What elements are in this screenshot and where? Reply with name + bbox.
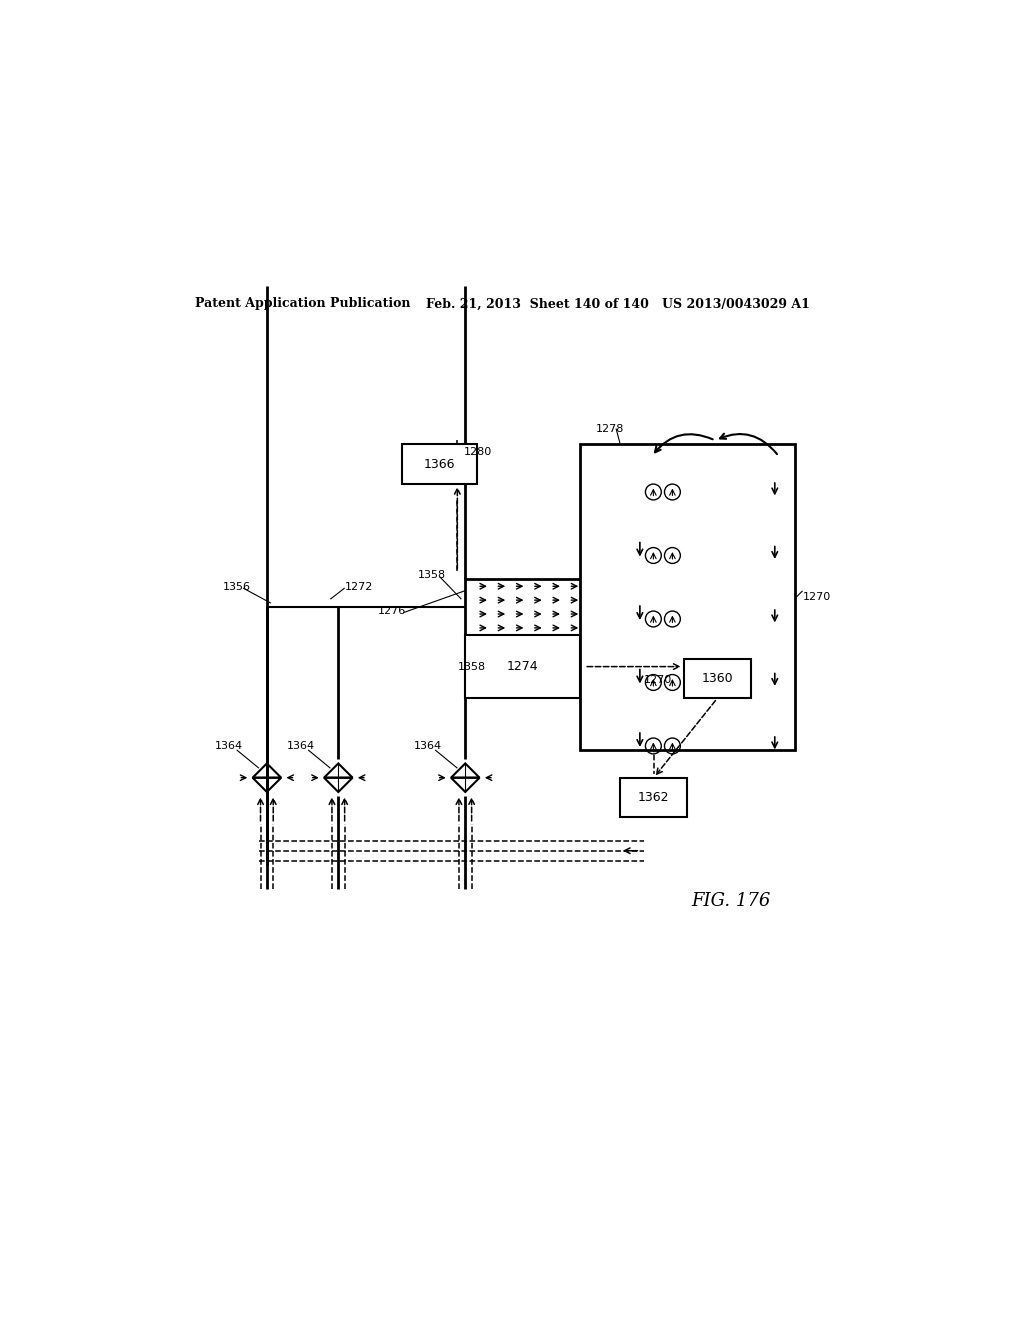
- Text: 1358: 1358: [418, 570, 445, 581]
- Text: 1356: 1356: [223, 582, 251, 593]
- Text: Feb. 21, 2013  Sheet 140 of 140   US 2013/0043029 A1: Feb. 21, 2013 Sheet 140 of 140 US 2013/0…: [426, 297, 810, 310]
- Text: 1364: 1364: [287, 741, 314, 751]
- Bar: [465, 579, 604, 635]
- Bar: [620, 777, 687, 817]
- Text: 1280: 1280: [464, 447, 492, 457]
- Text: 1364: 1364: [414, 741, 441, 751]
- Text: Patent Application Publication: Patent Application Publication: [196, 297, 411, 310]
- Text: 1364: 1364: [215, 741, 244, 751]
- Text: FIG. 176: FIG. 176: [691, 892, 771, 909]
- Text: 1274: 1274: [507, 660, 539, 673]
- Bar: [401, 445, 477, 484]
- Text: 1278: 1278: [596, 424, 625, 433]
- Text: 1270: 1270: [803, 593, 830, 602]
- Bar: [581, 445, 795, 750]
- Text: 1272: 1272: [345, 582, 373, 593]
- Text: 1362: 1362: [638, 791, 670, 804]
- Text: 1360: 1360: [701, 672, 733, 685]
- Bar: [465, 635, 581, 698]
- Bar: [684, 659, 751, 698]
- Text: 1276: 1276: [378, 606, 407, 616]
- Text: 1358: 1358: [458, 661, 485, 672]
- Text: 1366: 1366: [424, 458, 456, 471]
- Text: 1270: 1270: [644, 676, 672, 685]
